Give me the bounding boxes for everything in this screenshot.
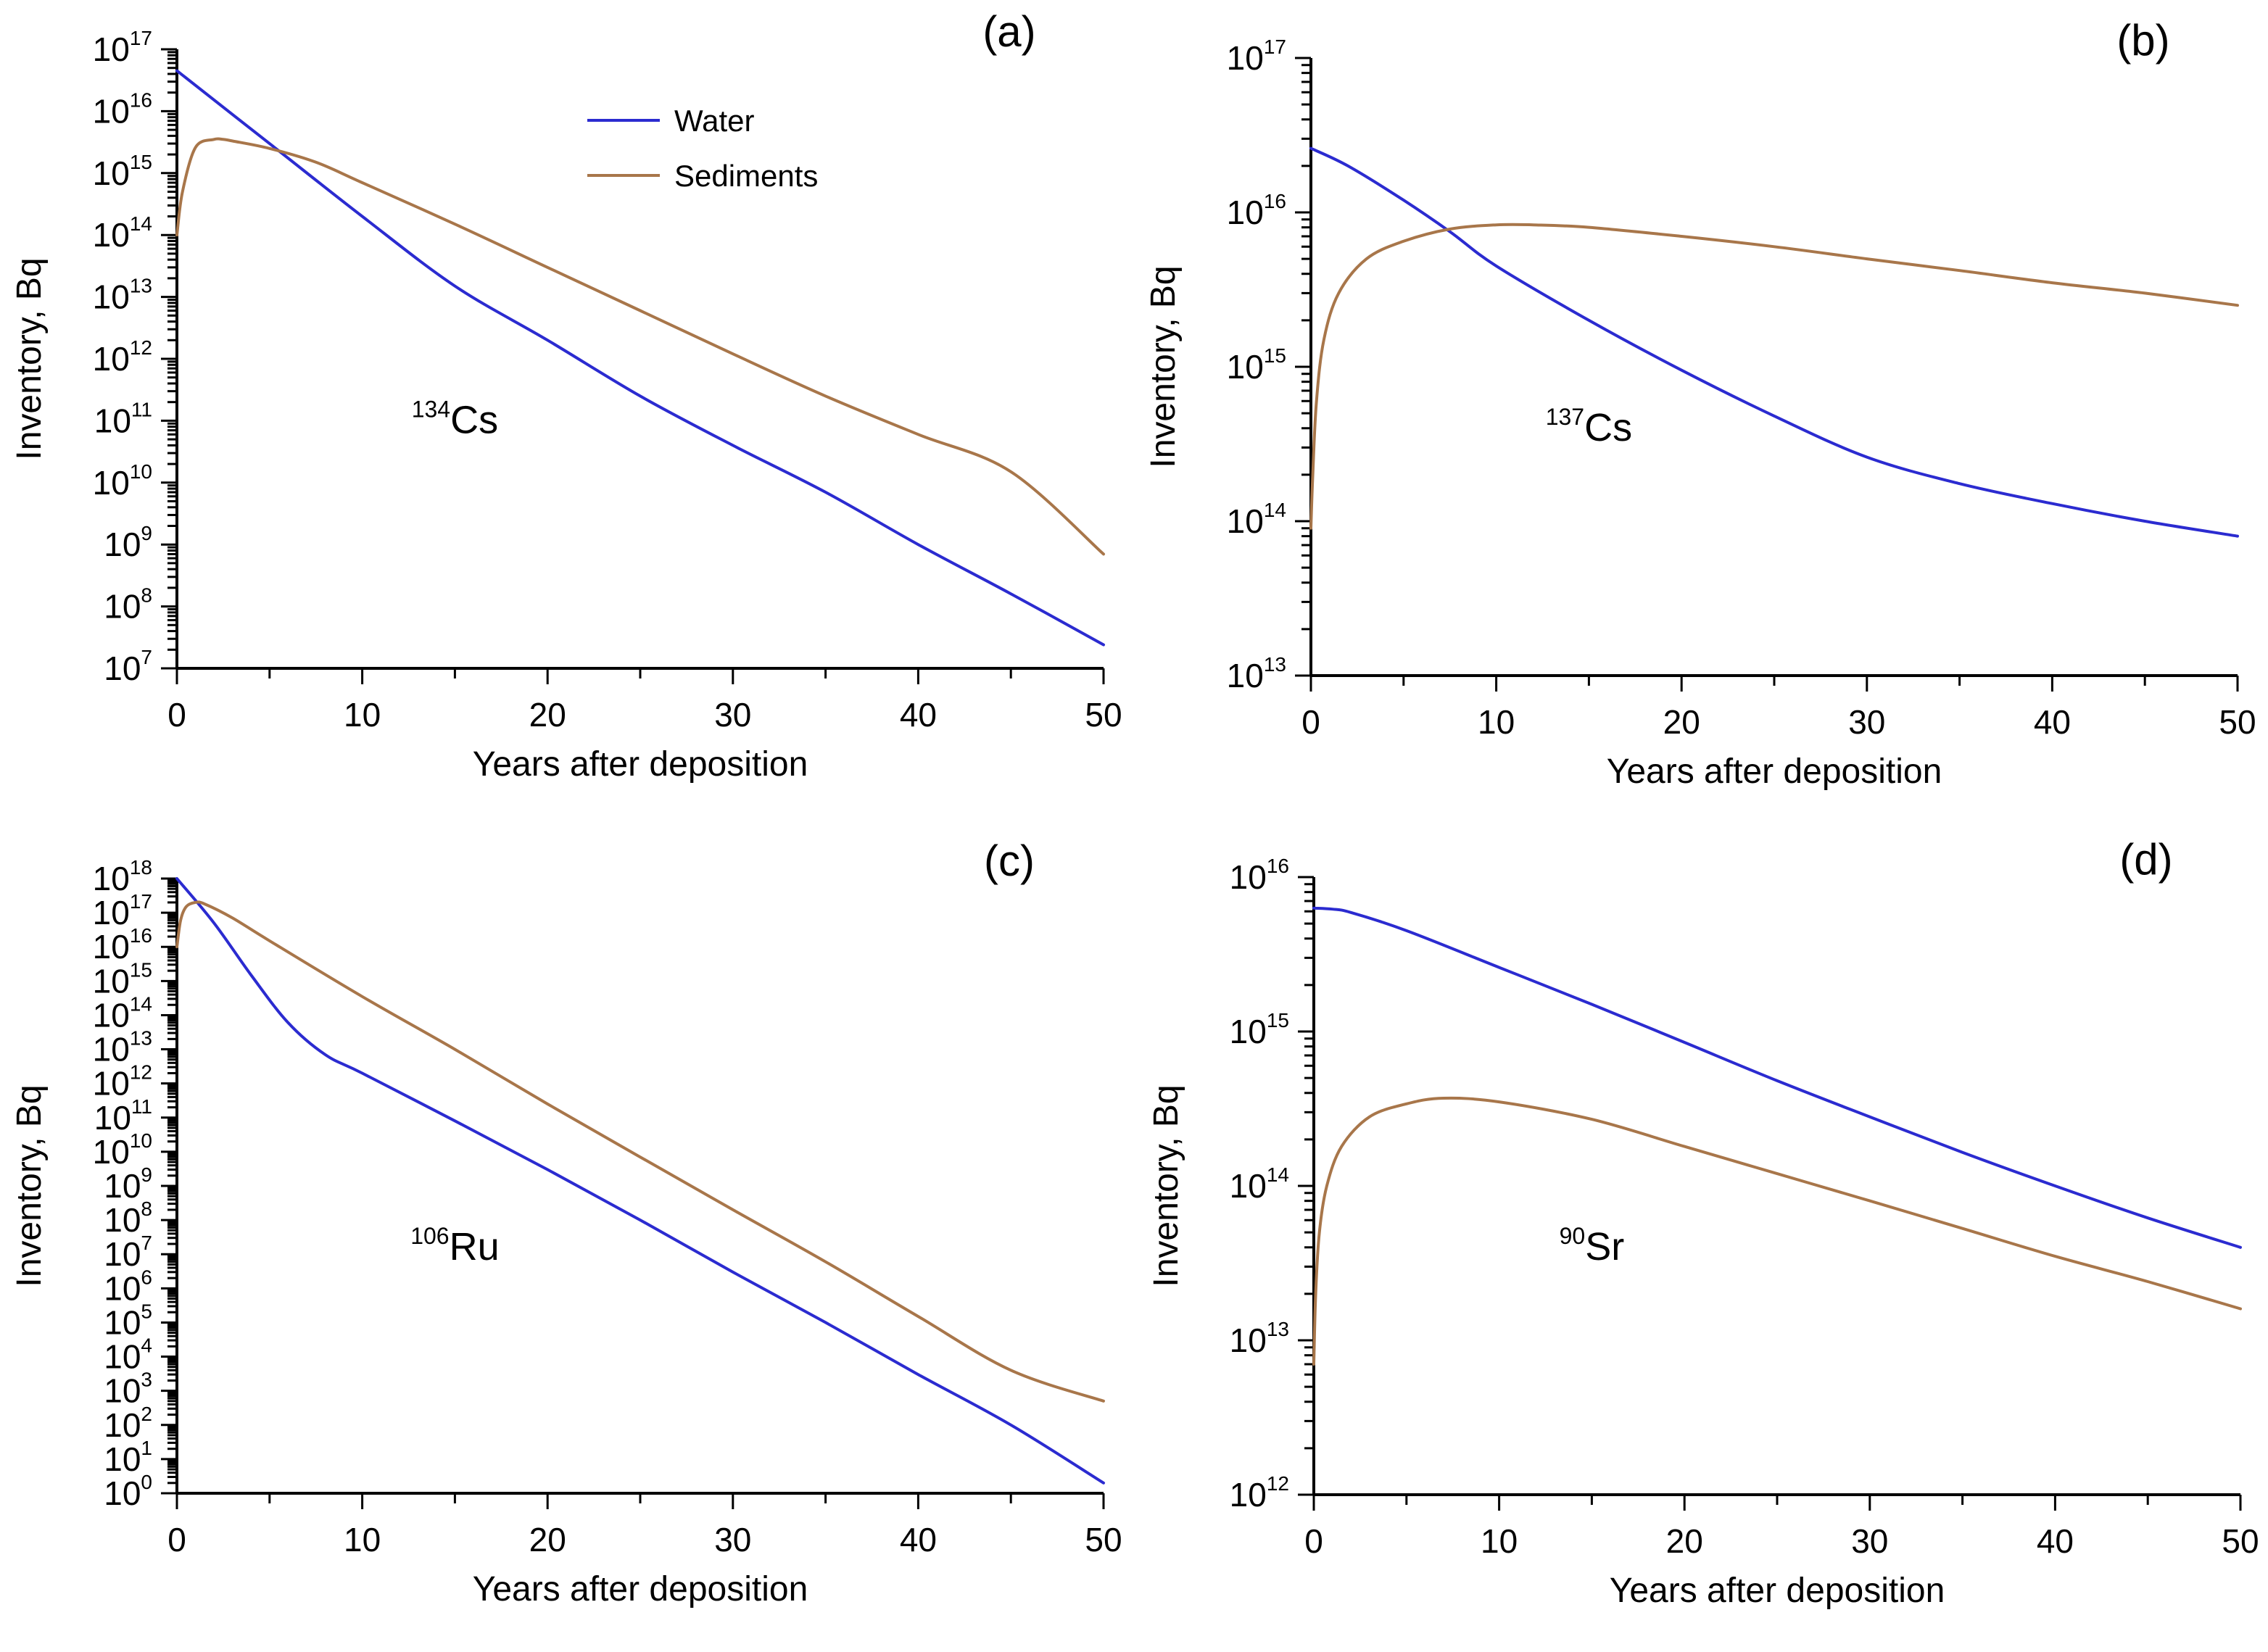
y-tick-label: 1017 <box>93 890 152 931</box>
y-tick-label: 1015 <box>93 151 152 192</box>
legend-label-water: Water <box>674 104 754 138</box>
x-tick-label: 0 <box>167 1521 186 1558</box>
panel-label: (d) <box>2119 835 2172 884</box>
x-tick-label: 40 <box>900 1521 937 1558</box>
x-tick-label: 40 <box>2037 1522 2074 1560</box>
y-tick-label: 108 <box>104 1198 152 1239</box>
x-tick-label: 0 <box>167 696 186 734</box>
y-tick-label: 106 <box>104 1266 152 1307</box>
y-tick-label: 107 <box>104 646 152 687</box>
y-tick-label: 1010 <box>93 1129 152 1171</box>
y-tick-label: 1013 <box>93 1027 152 1068</box>
x-tick-label: 30 <box>714 1521 751 1558</box>
x-tick-label: 30 <box>1851 1522 1888 1560</box>
panel-c: 0 10 20 30 40 5010010110210310410510610710810… <box>10 837 1122 1609</box>
y-tick-label: 1014 <box>93 212 152 254</box>
x-axis-label: Years after deposition <box>473 1570 808 1609</box>
y-tick-label: 107 <box>104 1232 152 1273</box>
panel-b: 0 10 20 30 40 50 1013 1014 1015 1016 1017 Years aft… <box>1144 16 2256 791</box>
y-tick-label: 1014 <box>1227 499 1286 540</box>
nuclide-label: 90Sr <box>1560 1223 1625 1269</box>
y-tick-label: 101 <box>104 1437 152 1478</box>
series-line-sediments <box>1309 223 2239 530</box>
y-tick-label: 1011 <box>94 1095 152 1137</box>
y-tick-label: 1016 <box>93 924 152 966</box>
x-tick-label: 50 <box>1085 696 1122 734</box>
y-tick-label: 1016 <box>93 88 152 130</box>
series-line-water <box>1309 146 2239 538</box>
y-tick-label: 104 <box>104 1335 152 1376</box>
x-tick-label: 20 <box>529 1521 566 1558</box>
x-tick-label: 30 <box>714 696 751 734</box>
panel-label: (b) <box>2116 16 2169 65</box>
y-tick-label: 1017 <box>1227 36 1286 77</box>
y-tick-label: 1011 <box>94 398 152 439</box>
x-tick-label: 50 <box>2219 703 2256 741</box>
x-axis-label: Years after deposition <box>473 745 808 784</box>
y-tick-label: 103 <box>104 1369 152 1410</box>
series-line-water <box>1312 906 2242 1249</box>
y-tick-label: 109 <box>104 1163 152 1205</box>
y-axis-label: Inventory, Bq <box>10 257 49 460</box>
nuclide-label: 134Cs <box>412 396 498 441</box>
y-tick-label: 1018 <box>93 856 152 897</box>
y-tick-label: 1013 <box>93 275 152 316</box>
x-tick-label: 0 <box>1301 703 1320 741</box>
panel-label: (a) <box>982 7 1035 56</box>
y-tick-label: 1012 <box>93 1061 152 1103</box>
y-tick-label: 100 <box>104 1471 152 1512</box>
series-line-sediments <box>175 900 1105 1403</box>
y-tick-label: 1013 <box>1227 653 1286 694</box>
y-tick-label: 109 <box>104 522 152 563</box>
x-tick-label: 10 <box>344 696 381 734</box>
y-tick-label: 1017 <box>93 27 152 68</box>
y-tick-label: 105 <box>104 1300 152 1341</box>
panel-a: 0 10 20 30 40 50 107 108 109 1010 1011 1012 1013 1014… <box>10 7 1122 784</box>
y-tick-label: 1015 <box>1230 1009 1289 1050</box>
x-tick-label: 50 <box>1085 1521 1122 1558</box>
nuclide-label: 106Ru <box>410 1223 499 1269</box>
y-tick-label: 1010 <box>93 460 152 502</box>
x-tick-label: 20 <box>529 696 566 734</box>
y-tick-label: 1016 <box>1227 190 1286 231</box>
x-tick-label: 30 <box>1848 703 1885 741</box>
x-tick-label: 50 <box>2222 1522 2259 1560</box>
y-tick-label: 108 <box>104 584 152 626</box>
series-line-sediments <box>1312 1096 2242 1366</box>
y-tick-label: 1014 <box>93 992 152 1034</box>
series-line-water <box>175 877 1105 1485</box>
y-tick-label: 1012 <box>93 336 152 378</box>
y-axis-label: Inventory, Bq <box>1147 1084 1185 1287</box>
series-line-sediments <box>175 137 1105 556</box>
y-tick-label: 1013 <box>1230 1318 1289 1359</box>
x-tick-label: 20 <box>1666 1522 1703 1560</box>
y-tick-label: 1016 <box>1230 855 1289 896</box>
x-tick-label: 10 <box>1481 1522 1518 1560</box>
x-axis-label: Years after deposition <box>1607 752 1942 791</box>
y-axis-label: Inventory, Bq <box>10 1084 49 1287</box>
nuclide-label: 137Cs <box>1546 404 1632 449</box>
x-tick-label: 0 <box>1304 1522 1323 1560</box>
x-tick-label: 40 <box>900 696 937 734</box>
panel-label: (c) <box>984 837 1035 885</box>
y-axis-label: Inventory, Bq <box>1144 265 1183 468</box>
x-tick-label: 10 <box>1478 703 1515 741</box>
y-tick-label: 1012 <box>1230 1472 1289 1514</box>
panel-d: 0 10 20 30 40 50 1012 1013 1014 1015 1016 Years aft… <box>1147 835 2259 1610</box>
series-line-water <box>175 69 1105 647</box>
x-axis-label: Years after deposition <box>1610 1572 1945 1610</box>
x-tick-label: 20 <box>1663 703 1700 741</box>
x-tick-label: 10 <box>344 1521 381 1558</box>
y-tick-label: 1014 <box>1230 1163 1289 1205</box>
y-tick-label: 1015 <box>93 958 152 1000</box>
legend-label-sediments: Sediments <box>674 159 818 193</box>
x-tick-label: 40 <box>2034 703 2071 741</box>
y-tick-label: 1015 <box>1227 344 1286 386</box>
y-tick-label: 102 <box>104 1403 152 1444</box>
